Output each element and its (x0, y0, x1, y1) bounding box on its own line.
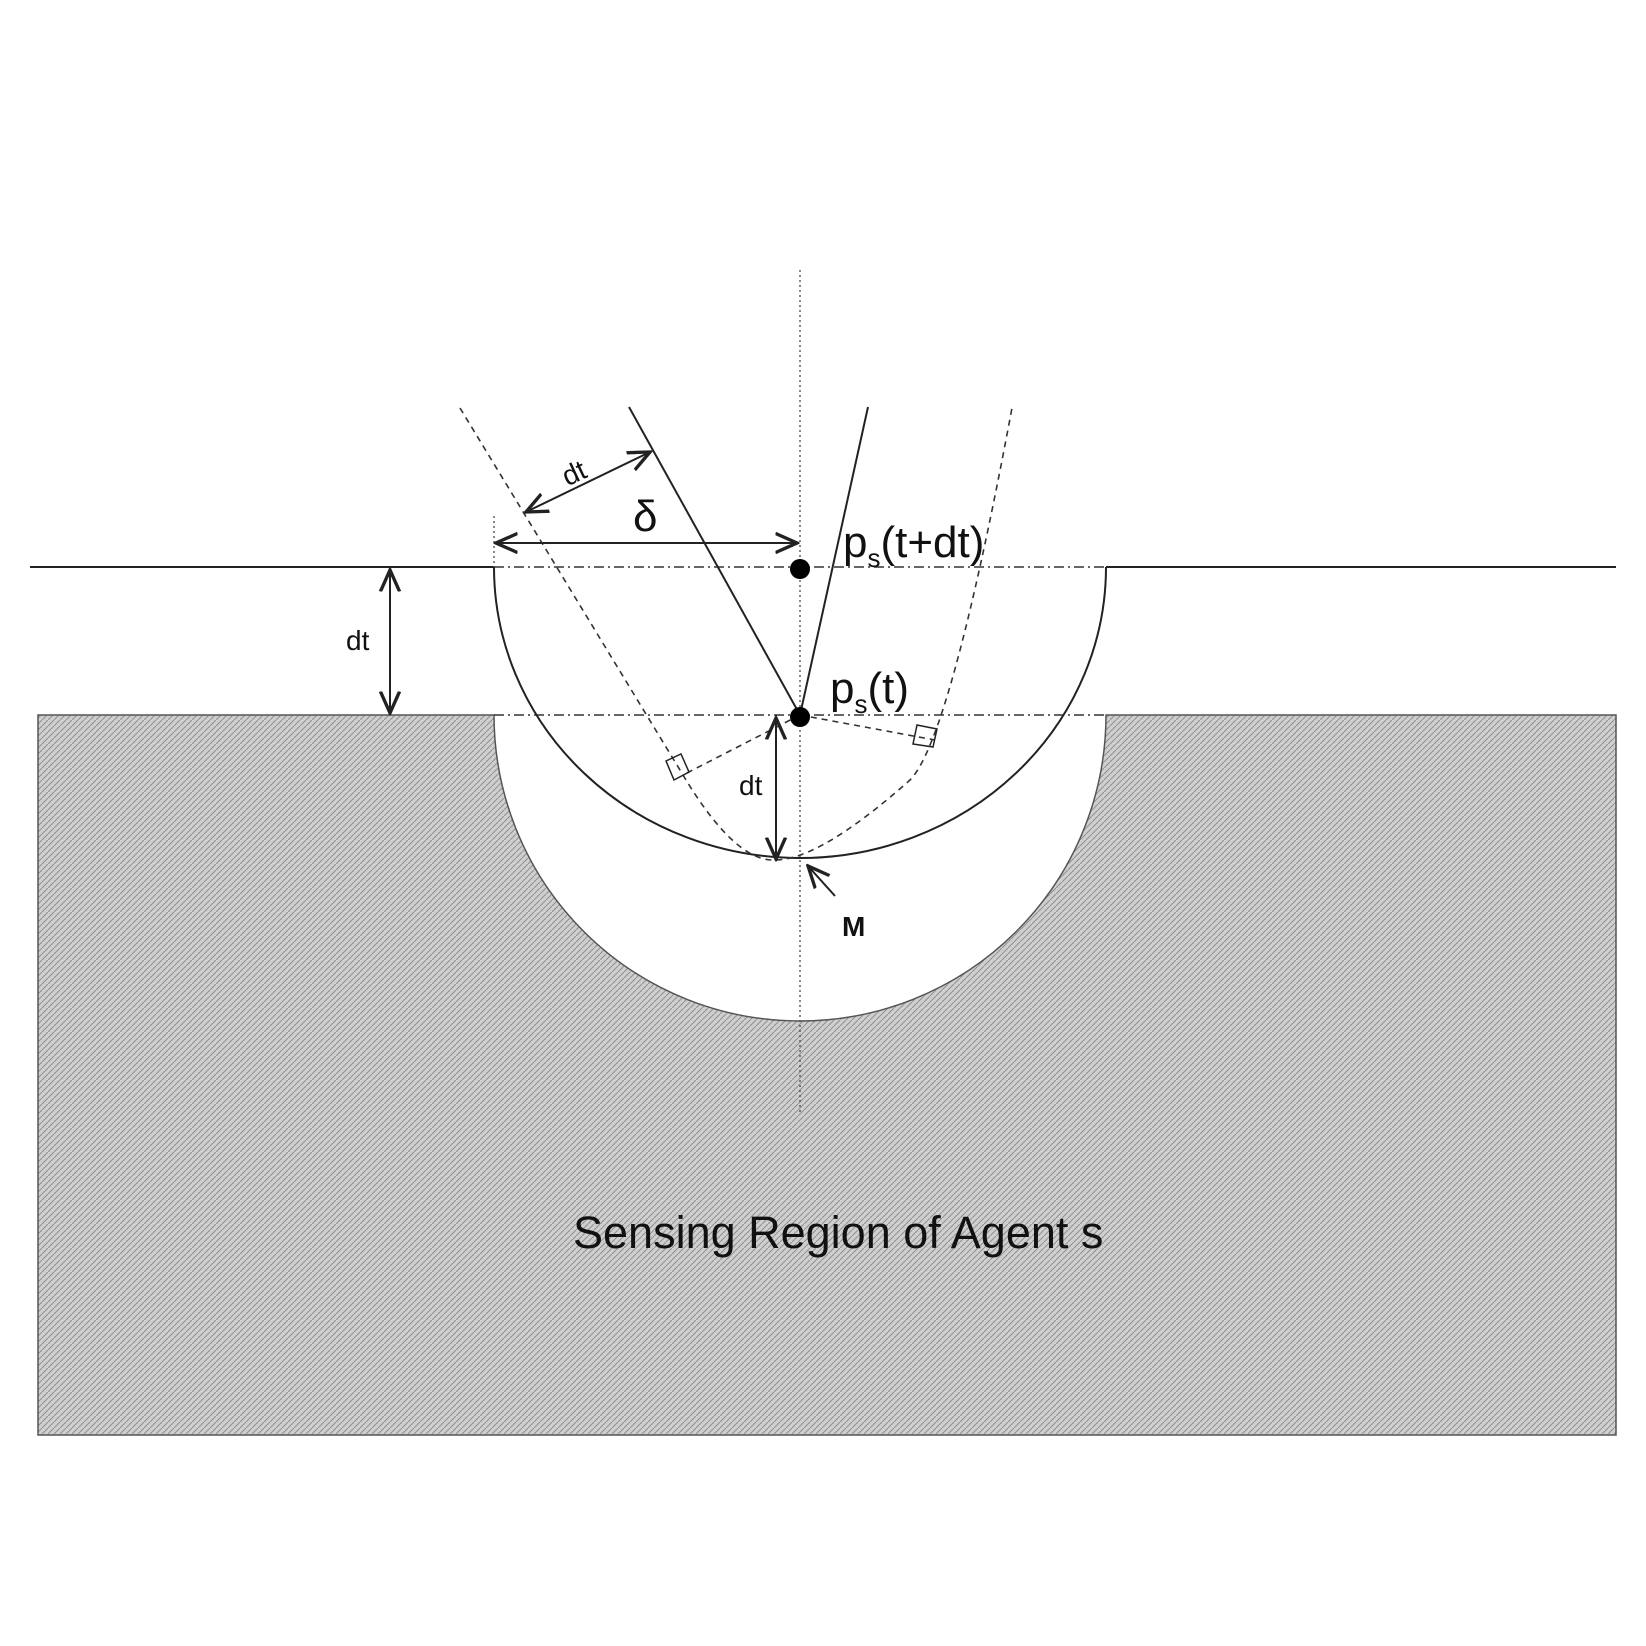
perpendicular-right (799, 714, 936, 741)
ray-right (799, 406, 869, 716)
point-ps-t (790, 707, 810, 727)
point-ps-t-plus-dt (790, 559, 810, 579)
dt-diagonal-arrow (526, 452, 650, 512)
ps-t-label: ps(t) (830, 664, 909, 719)
dt-inner-label: dt (739, 770, 763, 801)
m-pointer-arrow (808, 866, 836, 897)
perpendicular-left (682, 714, 801, 776)
right-angle-marker-left (665, 752, 690, 782)
right-angle-marker-right (912, 724, 938, 748)
delta-label: δ (633, 492, 658, 541)
region-label: Sensing Region of Agent s (573, 1207, 1103, 1258)
ps-t-plus-dt-label: ps(t+dt) (843, 518, 984, 573)
point-m-label: M (842, 911, 865, 942)
upper-semicircle (493, 566, 1107, 859)
parabola-envelope (459, 407, 1013, 861)
sensing-region-shape (37, 714, 1617, 1436)
dt-left-label: dt (346, 625, 370, 656)
ray-left (628, 406, 801, 716)
dt-diagonal-label: dt (557, 454, 591, 492)
